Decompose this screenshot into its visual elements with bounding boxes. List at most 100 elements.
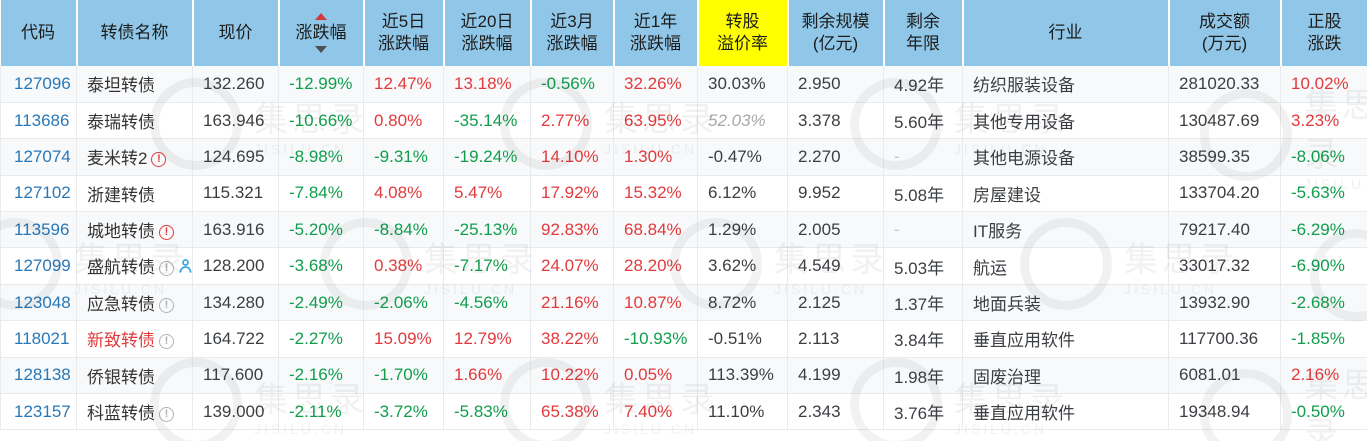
bond-name-link[interactable]: 盛航转债 bbox=[87, 258, 155, 278]
cell-price: 134.280 bbox=[192, 284, 279, 322]
cell-industry: 纺织服装设备 bbox=[962, 66, 1169, 103]
column-header-turnover[interactable]: 成交额 (万元) bbox=[1168, 0, 1282, 66]
table-row: 127099 盛航转债! 128.200 -3.68% 0.38% -7.17% 24.07… bbox=[0, 247, 1367, 285]
column-label: 近20日 bbox=[460, 12, 514, 31]
info-warning-icon[interactable]: ! bbox=[159, 297, 174, 313]
column-header-price[interactable]: 现价 bbox=[192, 0, 280, 66]
bond-name-link[interactable]: 新致转债 bbox=[87, 331, 155, 351]
bond-name-link[interactable]: 侨银转债 bbox=[87, 367, 155, 387]
bond-code-link[interactable]: 118021 bbox=[14, 328, 70, 348]
info-warning-icon[interactable]: ! bbox=[159, 260, 174, 276]
cell-industry: 其他电源设备 bbox=[962, 138, 1169, 176]
column-header-change-3m[interactable]: 近3月 涨跌幅 bbox=[530, 0, 615, 66]
bond-name-link[interactable]: 科蓝转债 bbox=[87, 404, 155, 424]
bond-name-link[interactable]: 泰瑞转债 bbox=[87, 113, 155, 133]
column-header-code[interactable]: 代码 bbox=[0, 0, 78, 66]
column-header-conversion-premium[interactable]: 转股 溢价率 bbox=[697, 0, 789, 66]
cell-chg1y: 10.87% bbox=[613, 284, 698, 322]
bond-code-link[interactable]: 123048 bbox=[14, 292, 71, 312]
cell-chg: -2.27% bbox=[278, 320, 364, 358]
sort-desc-icon bbox=[315, 46, 327, 53]
cell-chg: -2.16% bbox=[278, 357, 364, 395]
bond-code-link[interactable]: 113686 bbox=[14, 110, 70, 130]
cell-stock_chg: -2.68% bbox=[1280, 284, 1367, 322]
column-header-remaining-size[interactable]: 剩余规模 (亿元) bbox=[787, 0, 885, 66]
cell-chg20: -35.14% bbox=[443, 102, 531, 140]
cell-stock_chg: 10.02% bbox=[1280, 66, 1367, 103]
column-header-remaining-years[interactable]: 剩余 年限 bbox=[883, 0, 964, 66]
cell-chg20: -7.17% bbox=[443, 247, 531, 285]
bond-name-link[interactable]: 泰坦转债 bbox=[87, 76, 155, 96]
cell-code: 127102 bbox=[0, 175, 77, 213]
cell-price: 117.600 bbox=[192, 357, 279, 395]
cell-chg3m: -0.56% bbox=[530, 66, 614, 103]
bond-code-link[interactable]: 127096 bbox=[14, 73, 71, 93]
bond-code-link[interactable]: 123157 bbox=[14, 401, 71, 421]
column-header-industry[interactable]: 行业 bbox=[962, 0, 1170, 66]
alert-warning-icon[interactable]: ! bbox=[159, 224, 174, 240]
cell-chg3m: 14.10% bbox=[530, 138, 614, 176]
cell-chg3m: 38.22% bbox=[530, 320, 614, 358]
cell-years: 5.08年 bbox=[883, 175, 963, 213]
cell-code: 128138 bbox=[0, 357, 77, 395]
bond-code-link[interactable]: 127102 bbox=[14, 183, 71, 203]
cell-years: - bbox=[883, 138, 963, 176]
cell-code: 123048 bbox=[0, 284, 77, 322]
bond-code-link[interactable]: 113596 bbox=[14, 219, 70, 239]
column-label: 近5日 bbox=[381, 12, 426, 31]
bond-name-link[interactable]: 应急转债 bbox=[87, 295, 155, 315]
cell-chg20: -25.13% bbox=[443, 211, 531, 249]
cell-code: 123157 bbox=[0, 393, 77, 431]
cell-name: 科蓝转债! bbox=[76, 393, 193, 431]
cell-stock_chg: -0.50% bbox=[1280, 393, 1367, 431]
column-label: 涨跌 bbox=[1307, 34, 1342, 53]
cell-name: 浙建转债 bbox=[76, 175, 193, 213]
cell-code: 127099 bbox=[0, 247, 77, 285]
cell-chg5: 12.47% bbox=[363, 66, 444, 103]
cell-price: 163.916 bbox=[192, 211, 279, 249]
column-header-name[interactable]: 转债名称 bbox=[76, 0, 194, 66]
cell-turnover: 281020.33 bbox=[1168, 66, 1281, 103]
cell-turnover: 33017.32 bbox=[1168, 247, 1281, 285]
column-header-change-5d[interactable]: 近5日 涨跌幅 bbox=[363, 0, 445, 66]
cell-chg: -3.68% bbox=[278, 247, 364, 285]
alert-warning-icon[interactable]: ! bbox=[151, 151, 167, 167]
cell-stock_chg: -6.90% bbox=[1280, 247, 1367, 285]
column-header-change[interactable]: 涨跌幅 bbox=[278, 0, 365, 66]
cell-chg20: -5.83% bbox=[443, 393, 531, 431]
info-warning-icon[interactable]: ! bbox=[159, 333, 174, 349]
cell-chg5: -2.06% bbox=[363, 284, 444, 322]
cell-chg3m: 10.22% bbox=[530, 357, 614, 395]
cell-chg5: -8.84% bbox=[363, 211, 444, 249]
column-label: 涨跌幅 bbox=[461, 34, 513, 53]
cell-scale: 2.950 bbox=[787, 66, 884, 103]
cell-years: 1.98年 bbox=[883, 357, 963, 395]
cell-premium: 3.62% bbox=[697, 247, 788, 285]
cell-chg5: -1.70% bbox=[363, 357, 444, 395]
column-header-stock-change[interactable]: 正股 涨跌 bbox=[1280, 0, 1367, 66]
cell-stock_chg: -5.63% bbox=[1280, 175, 1367, 213]
info-warning-icon[interactable]: ! bbox=[159, 406, 174, 422]
cell-premium: -0.51% bbox=[697, 320, 788, 358]
cell-premium: -0.47% bbox=[697, 138, 788, 176]
cell-stock_chg: 2.16% bbox=[1280, 357, 1367, 395]
bond-name-link[interactable]: 城地转债 bbox=[87, 222, 155, 242]
column-header-change-1y[interactable]: 近1年 涨跌幅 bbox=[613, 0, 699, 66]
cell-name: 应急转债! bbox=[76, 284, 193, 322]
cell-premium: 11.10% bbox=[697, 393, 788, 431]
table-row: 127074 麦米转2! 124.695 -8.98% -9.31% -19.24% 14.… bbox=[0, 138, 1367, 176]
column-label: 剩余规模 bbox=[801, 12, 870, 31]
bond-code-link[interactable]: 128138 bbox=[14, 365, 71, 385]
bond-code-link[interactable]: 127074 bbox=[14, 146, 71, 166]
holder-person-icon[interactable] bbox=[177, 258, 192, 279]
cell-chg3m: 2.77% bbox=[530, 102, 614, 140]
bond-name-link[interactable]: 麦米转2 bbox=[87, 149, 148, 169]
column-header-change-20d[interactable]: 近20日 涨跌幅 bbox=[443, 0, 532, 66]
bond-code-link[interactable]: 127099 bbox=[14, 256, 71, 276]
cell-turnover: 130487.69 bbox=[1168, 102, 1281, 140]
column-label: 剩余 bbox=[906, 12, 940, 31]
cell-scale: 9.952 bbox=[787, 175, 884, 213]
bond-name-link[interactable]: 浙建转债 bbox=[87, 185, 155, 205]
table-row: 123048 应急转债! 134.280 -2.49% -2.06% -4.56% 21.1… bbox=[0, 284, 1367, 322]
